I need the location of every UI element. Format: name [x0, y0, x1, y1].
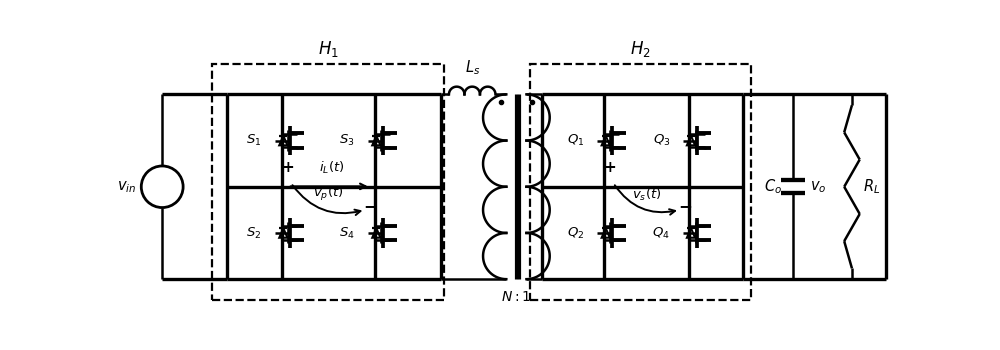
Text: $S_4$: $S_4$	[339, 225, 355, 240]
Text: $C_o$: $C_o$	[764, 177, 782, 196]
Text: $Q_1$: $Q_1$	[567, 133, 585, 148]
Text: −: −	[364, 197, 378, 215]
Text: $N:1$: $N:1$	[501, 290, 531, 304]
Text: $S_2$: $S_2$	[246, 225, 261, 240]
Text: +: +	[604, 160, 617, 175]
Bar	[530, 64, 751, 300]
Text: $S_1$: $S_1$	[246, 133, 261, 148]
Text: $R_L$: $R_L$	[863, 177, 880, 196]
Text: $Q_2$: $Q_2$	[567, 225, 585, 240]
Text: $H_2$: $H_2$	[630, 39, 651, 59]
Text: $Q_4$: $Q_4$	[652, 225, 670, 240]
Text: −: −	[678, 197, 692, 215]
Text: $Q_3$: $Q_3$	[653, 133, 670, 148]
Bar	[212, 64, 444, 300]
Text: $v_p(t)$: $v_p(t)$	[313, 186, 343, 203]
Text: $v_s(t)$: $v_s(t)$	[632, 187, 661, 203]
Text: $H_1$: $H_1$	[318, 39, 338, 59]
Text: $v_o$: $v_o$	[810, 179, 826, 195]
Text: +: +	[281, 160, 294, 175]
Text: $S_3$: $S_3$	[339, 133, 354, 148]
Text: $i_L(t)$: $i_L(t)$	[319, 160, 345, 176]
Text: $L_s$: $L_s$	[465, 59, 480, 77]
Text: $v_{in}$: $v_{in}$	[117, 179, 136, 195]
